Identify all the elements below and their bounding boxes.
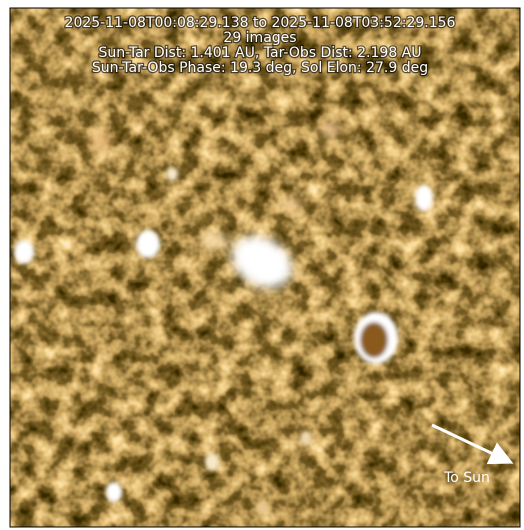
header-line: 29 images	[223, 30, 296, 46]
image-field	[10, 8, 520, 527]
header-line: Sun-Tar-Obs Phase: 19.3 deg, Sol Elon: 2…	[92, 60, 428, 76]
header-line: Sun-Tar Dist: 1.401 AU, Tar-Obs Dist: 2.…	[98, 45, 421, 61]
screenshot: 2025-11-08T00:08:29.138 to 2025-11-08T03…	[0, 0, 524, 530]
sun-label: To Sun	[443, 470, 490, 486]
header-line: 2025-11-08T00:08:29.138 to 2025-11-08T03…	[65, 15, 456, 31]
